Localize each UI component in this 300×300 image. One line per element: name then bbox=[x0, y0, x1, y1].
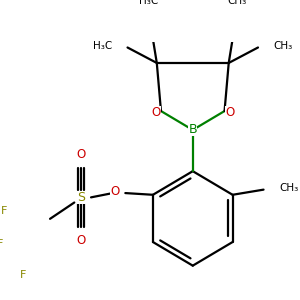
Text: CH₃: CH₃ bbox=[279, 183, 299, 193]
Text: F: F bbox=[20, 269, 26, 280]
Text: O: O bbox=[110, 185, 119, 198]
Text: F: F bbox=[1, 206, 8, 216]
Text: B: B bbox=[188, 123, 197, 136]
Text: CH₃: CH₃ bbox=[227, 0, 247, 6]
Text: CH₃: CH₃ bbox=[273, 41, 292, 51]
Text: H₃C: H₃C bbox=[93, 41, 112, 51]
Text: S: S bbox=[77, 191, 85, 204]
Text: O: O bbox=[76, 234, 85, 247]
Text: H₃C: H₃C bbox=[139, 0, 158, 6]
Text: F: F bbox=[0, 239, 3, 249]
Text: O: O bbox=[76, 148, 85, 161]
Text: O: O bbox=[151, 106, 160, 119]
Text: O: O bbox=[225, 106, 234, 119]
